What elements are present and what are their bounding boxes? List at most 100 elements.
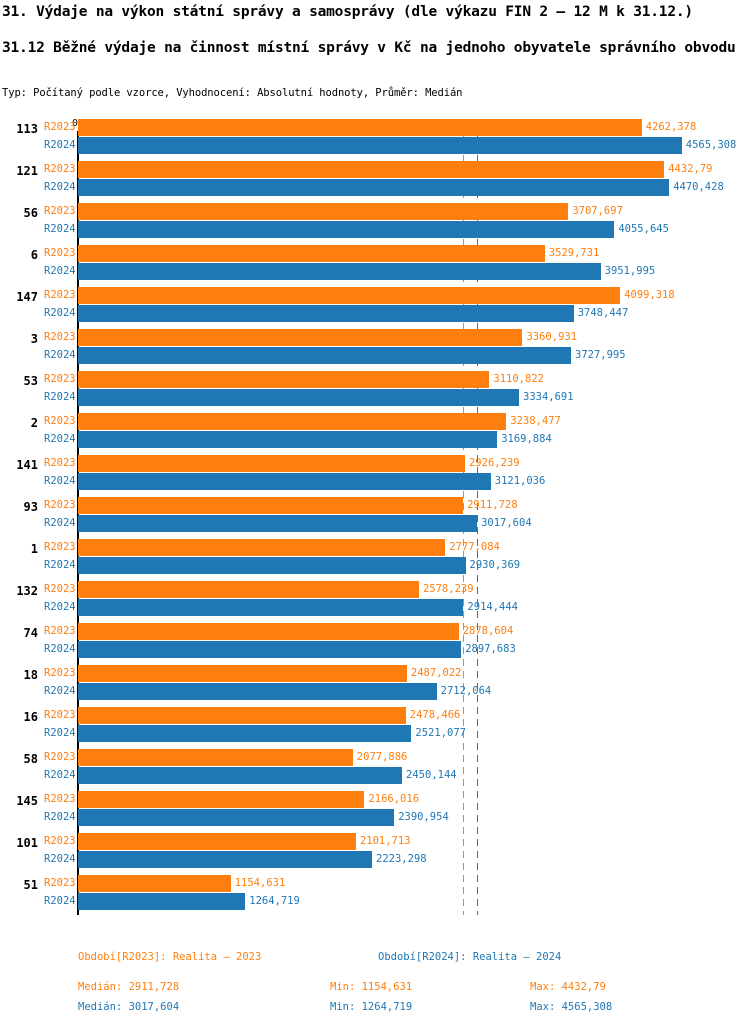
series-label: R2023 bbox=[44, 583, 76, 595]
series-label: R2024 bbox=[44, 853, 76, 865]
bar-row: R2023 4262,378 bbox=[0, 119, 750, 137]
bar[interactable] bbox=[78, 371, 490, 388]
bar[interactable] bbox=[78, 347, 572, 364]
bar[interactable] bbox=[78, 473, 491, 490]
bar[interactable] bbox=[78, 833, 356, 850]
bar[interactable] bbox=[78, 431, 498, 448]
series-label: R2024 bbox=[44, 559, 76, 571]
bar[interactable] bbox=[78, 263, 601, 280]
bar-value-label: 2914,444 bbox=[467, 601, 518, 613]
bar[interactable] bbox=[78, 809, 395, 826]
bar[interactable] bbox=[78, 455, 465, 472]
bar[interactable] bbox=[78, 749, 353, 766]
stat-median-2023: Medián: 2911,728 bbox=[78, 981, 180, 993]
stat-median-2024: Medián: 3017,604 bbox=[78, 1001, 180, 1013]
bar-group: 18 R2023 2487,022 R2024 2712,064 bbox=[0, 665, 750, 707]
bar[interactable] bbox=[78, 221, 615, 238]
bar[interactable] bbox=[78, 515, 478, 532]
bar[interactable] bbox=[78, 539, 446, 556]
bar[interactable] bbox=[78, 665, 407, 682]
bar-row: R2024 3121,036 bbox=[0, 473, 750, 491]
bar-row: R2024 3169,884 bbox=[0, 431, 750, 449]
bar-value-label: 3334,691 bbox=[523, 391, 574, 403]
bar-row: R2023 4432,79 bbox=[0, 161, 750, 179]
stat-max-2024: Max: 4565,308 bbox=[530, 1001, 613, 1013]
category-label: 113 bbox=[16, 122, 38, 136]
bar-row: R2024 2930,369 bbox=[0, 557, 750, 575]
series-label: R2023 bbox=[44, 289, 76, 301]
bar[interactable] bbox=[78, 413, 507, 430]
series-label: R2024 bbox=[44, 391, 76, 403]
bar[interactable] bbox=[78, 581, 419, 598]
bar-row: R2023 2911,728 bbox=[0, 497, 750, 515]
bar-value-label: 2450,144 bbox=[406, 769, 457, 781]
series-label: R2023 bbox=[44, 751, 76, 763]
bar[interactable] bbox=[78, 329, 523, 346]
bar[interactable] bbox=[78, 725, 412, 742]
bar-row: R2024 4470,428 bbox=[0, 179, 750, 197]
bar[interactable] bbox=[78, 161, 665, 178]
legend-item-2023[interactable]: Období[R2023]: Realita – 2023 bbox=[78, 951, 262, 963]
category-label: 2 bbox=[30, 416, 38, 430]
bar-value-label: 3748,447 bbox=[577, 307, 629, 319]
bar[interactable] bbox=[78, 767, 403, 784]
bar[interactable] bbox=[78, 389, 519, 406]
bar-row: R2023 4099,318 bbox=[0, 287, 750, 305]
bar-row: R2023 2101,713 bbox=[0, 833, 750, 851]
bar[interactable] bbox=[78, 137, 682, 154]
series-label: R2024 bbox=[44, 769, 76, 781]
bar[interactable] bbox=[78, 623, 459, 640]
bar-value-label: 4055,645 bbox=[618, 223, 669, 235]
bar-row: R2023 1154,631 bbox=[0, 875, 750, 893]
bar-group: 74 R2023 2878,604 R2024 2897,683 bbox=[0, 623, 750, 665]
series-label: R2024 bbox=[44, 307, 76, 319]
bar-group: 53 R2023 3110,822 R2024 3334,691 bbox=[0, 371, 750, 413]
bar[interactable] bbox=[78, 875, 231, 892]
bar[interactable] bbox=[78, 707, 406, 724]
bar[interactable] bbox=[78, 287, 621, 304]
series-label: R2024 bbox=[44, 139, 76, 151]
series-label: R2023 bbox=[44, 877, 76, 889]
category-label: 145 bbox=[16, 794, 38, 808]
bar-row: R2024 2897,683 bbox=[0, 641, 750, 659]
bar-group: 121 R2023 4432,79 R2024 4470,428 bbox=[0, 161, 750, 203]
series-label: R2023 bbox=[44, 667, 76, 679]
bar[interactable] bbox=[78, 599, 464, 616]
bar[interactable] bbox=[78, 305, 574, 322]
legend-item-2024[interactable]: Období[R2024]: Realita – 2024 bbox=[378, 951, 562, 963]
category-label: 132 bbox=[16, 584, 38, 598]
bar-row: R2024 2914,444 bbox=[0, 599, 750, 617]
bar-value-label: 3017,604 bbox=[481, 517, 532, 529]
bar-value-label: 2926,239 bbox=[468, 457, 520, 469]
bar[interactable] bbox=[78, 683, 437, 700]
chart-footer: Období[R2023]: Realita – 2023 Období[R20… bbox=[0, 944, 750, 1024]
series-label: R2024 bbox=[44, 895, 76, 907]
bar-group: 93 R2023 2911,728 R2024 3017,604 bbox=[0, 497, 750, 539]
category-label: 141 bbox=[16, 458, 38, 472]
bar[interactable] bbox=[78, 497, 464, 514]
series-label: R2024 bbox=[44, 223, 76, 235]
bar-row: R2024 3951,995 bbox=[0, 263, 750, 281]
series-label: R2023 bbox=[44, 205, 76, 217]
bar-value-label: 2390,954 bbox=[398, 811, 449, 823]
bar[interactable] bbox=[78, 245, 545, 262]
bar[interactable] bbox=[78, 791, 365, 808]
bar-group: 3 R2023 3360,931 R2024 3727,995 bbox=[0, 329, 750, 371]
category-label: 147 bbox=[16, 290, 38, 304]
bar-row: R2024 3017,604 bbox=[0, 515, 750, 533]
bar[interactable] bbox=[78, 851, 373, 868]
series-label: R2023 bbox=[44, 835, 76, 847]
bar[interactable] bbox=[78, 641, 462, 658]
bar-group: 113 R2023 4262,378 R2024 4565,308 bbox=[0, 119, 750, 161]
bar[interactable] bbox=[78, 119, 642, 136]
stat-min-2023: Min: 1154,631 bbox=[330, 981, 413, 993]
bar[interactable] bbox=[78, 893, 246, 910]
series-label: R2024 bbox=[44, 601, 76, 613]
bar[interactable] bbox=[78, 179, 670, 196]
bar[interactable] bbox=[78, 203, 569, 220]
category-label: 18 bbox=[23, 668, 38, 682]
bar-row: R2024 2712,064 bbox=[0, 683, 750, 701]
bar[interactable] bbox=[78, 557, 466, 574]
series-label: R2024 bbox=[44, 685, 76, 697]
bar-value-label: 2897,683 bbox=[465, 643, 516, 655]
